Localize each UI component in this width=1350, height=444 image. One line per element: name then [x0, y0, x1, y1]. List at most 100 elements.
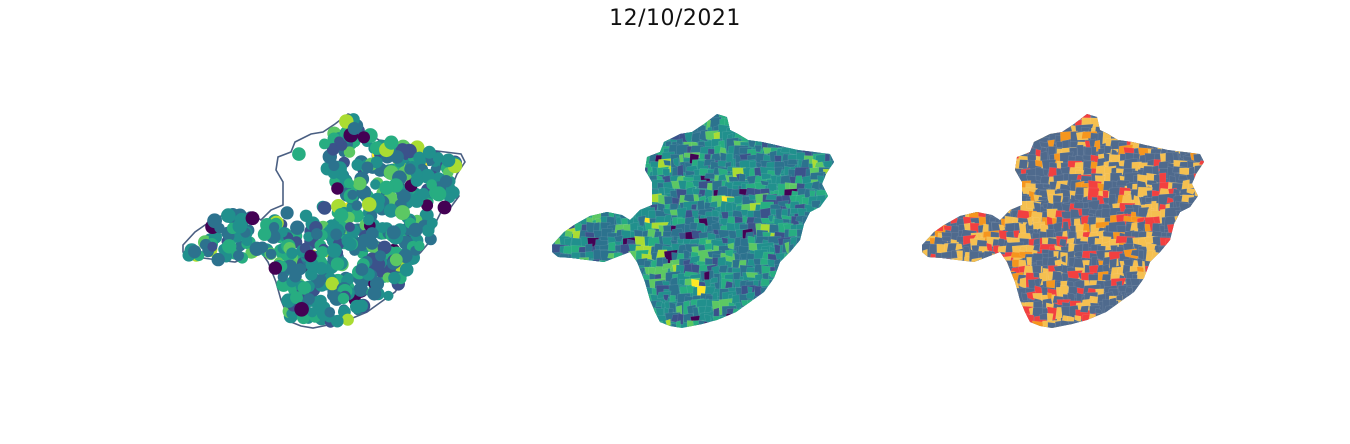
municipality-area: [797, 299, 804, 315]
municipality-area: [640, 167, 648, 183]
municipality-point: [331, 182, 344, 195]
municipality-area: [922, 299, 929, 315]
municipality-area: [1181, 271, 1199, 277]
municipality-area: [1160, 257, 1176, 269]
municipality-point: [441, 153, 456, 168]
municipality-area: [1202, 195, 1204, 204]
municipality-area: [608, 193, 618, 208]
municipality-area: [947, 159, 959, 176]
municipality-area: [978, 125, 986, 133]
municipality-area: [956, 147, 965, 162]
municipality-area: [1187, 264, 1194, 272]
municipality-area: [579, 140, 590, 160]
municipality-area: [570, 308, 578, 317]
municipality-area: [1118, 329, 1130, 346]
municipality-area: [579, 291, 588, 302]
municipality-area: [1146, 293, 1156, 303]
municipality-area: [1115, 114, 1130, 119]
municipality-area: [1193, 306, 1200, 324]
municipality-area: [950, 203, 962, 212]
municipality-area: [781, 299, 792, 314]
municipality-area: [1123, 302, 1136, 318]
municipality-area: [1160, 285, 1169, 293]
municipality-area: [621, 279, 635, 292]
municipality-area: [783, 292, 802, 300]
municipality-area: [634, 293, 644, 308]
municipality-area: [1186, 126, 1192, 138]
municipality-area: [824, 229, 831, 247]
municipality-point: [370, 156, 383, 169]
municipality-area: [783, 273, 795, 284]
municipality-area: [552, 291, 564, 299]
municipality-area: [564, 229, 573, 238]
municipality-area: [605, 126, 622, 142]
municipality-area: [1186, 301, 1198, 312]
municipality-area: [1157, 137, 1165, 151]
municipality-area: [738, 114, 759, 125]
municipality-area: [990, 173, 1000, 184]
municipality-area: [753, 316, 767, 328]
municipality-area: [922, 189, 935, 202]
municipality-area: [989, 151, 998, 168]
municipality-point: [413, 151, 426, 164]
municipality-area: [587, 125, 596, 142]
municipality-area: [552, 145, 563, 163]
municipality-area: [818, 246, 828, 260]
municipality-area: [600, 137, 617, 150]
municipality-area: [586, 175, 596, 190]
municipality-area: [1103, 305, 1114, 315]
municipality-area: [1048, 120, 1057, 134]
municipality-area: [928, 209, 945, 217]
municipality-area: [628, 259, 638, 273]
municipality-area: [947, 327, 956, 328]
municipality-area: [1177, 217, 1188, 236]
municipality-area: [748, 318, 766, 328]
municipality-area: [594, 131, 603, 148]
municipality-area: [968, 140, 983, 153]
municipality-area: [990, 264, 1002, 278]
municipality-area: [808, 243, 823, 256]
municipality-area: [983, 155, 997, 163]
municipality-area: [943, 207, 960, 216]
municipality-area: [584, 138, 595, 149]
municipality-area: [1073, 322, 1081, 328]
municipality-area: [655, 300, 663, 308]
municipality-area: [587, 132, 606, 142]
municipality-area: [942, 114, 957, 125]
municipality-area: [957, 168, 973, 179]
municipality-area: [614, 183, 626, 198]
municipality-area: [922, 292, 938, 306]
municipality-area: [557, 146, 567, 162]
municipality-area: [977, 259, 986, 266]
municipality-area: [768, 114, 779, 129]
municipality-area: [922, 209, 936, 219]
municipality-area: [558, 154, 579, 170]
municipality-area: [795, 114, 810, 126]
municipality-area: [957, 312, 971, 323]
municipality-area: [1061, 211, 1072, 221]
municipality-area: [983, 201, 993, 208]
municipality-area: [949, 137, 958, 144]
municipality-area: [748, 130, 767, 140]
municipality-area: [1159, 327, 1171, 328]
municipality-area: [815, 294, 832, 307]
municipality-point: [376, 222, 388, 234]
municipality-area: [1151, 327, 1165, 328]
municipality-area: [628, 182, 643, 193]
municipality-area: [579, 301, 596, 309]
municipality-area: [634, 114, 651, 118]
municipality-area: [936, 125, 949, 142]
municipality-area: [831, 122, 834, 130]
municipality-area: [964, 292, 982, 310]
municipality-area: [1119, 304, 1136, 322]
municipality-area: [1041, 114, 1058, 123]
municipality-area: [788, 321, 794, 328]
municipality-area: [564, 172, 571, 192]
municipality-area: [999, 315, 1012, 328]
municipality-area: [803, 239, 814, 256]
municipality-area: [955, 292, 966, 307]
municipality-area: [1172, 329, 1192, 338]
municipality-area: [626, 294, 636, 310]
municipality-area: [972, 327, 989, 328]
municipality-area: [770, 293, 785, 302]
